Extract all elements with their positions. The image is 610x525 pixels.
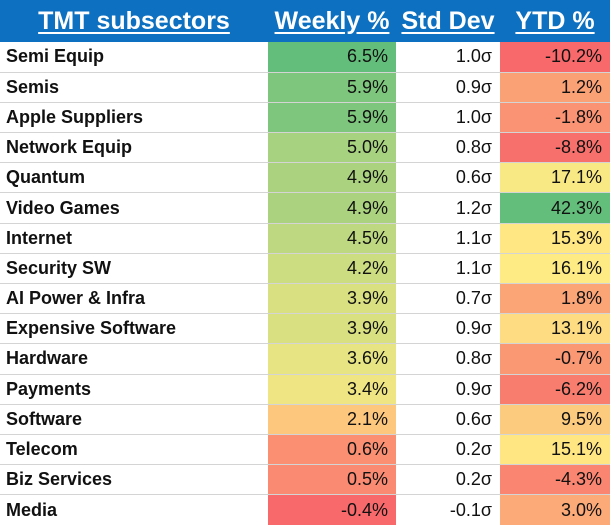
header-subsector: TMT subsectors	[0, 0, 268, 42]
header-weekly: Weekly %	[268, 0, 396, 42]
weekly-pct-cell: 6.5%	[268, 42, 396, 73]
weekly-pct-cell: 0.5%	[268, 464, 396, 496]
ytd-pct-cell: -10.2%	[500, 42, 610, 73]
subsector-name-cell: Software	[0, 404, 268, 435]
ytd-pct-cell: 15.3%	[500, 223, 610, 254]
table-row: Telecom 0.6% 0.2σ 15.1%	[0, 434, 610, 466]
table-body: Semi Equip 6.5% 1.0σ -10.2% Semis 5.9% 0.9σ 1.2…	[0, 42, 610, 525]
weekly-pct-cell: 0.6%	[268, 434, 396, 466]
table-row: Payments 3.4% 0.9σ -6.2%	[0, 374, 610, 405]
weekly-pct-cell: 3.9%	[268, 313, 396, 345]
table-row: Apple Suppliers 5.9% 1.0σ -1.8%	[0, 102, 610, 134]
std-dev-cell: 1.0σ	[396, 102, 500, 134]
weekly-pct-cell: 2.1%	[268, 404, 396, 435]
weekly-pct-cell: -0.4%	[268, 494, 396, 525]
subsector-name-cell: Network Equip	[0, 132, 268, 164]
weekly-pct-cell: 4.9%	[268, 162, 396, 194]
std-dev-cell: 0.2σ	[396, 464, 500, 496]
std-dev-cell: 0.7σ	[396, 283, 500, 315]
weekly-pct-cell: 3.9%	[268, 283, 396, 315]
weekly-pct-cell: 4.2%	[268, 253, 396, 285]
table-row: Semi Equip 6.5% 1.0σ -10.2%	[0, 42, 610, 73]
std-dev-cell: 0.8σ	[396, 132, 500, 164]
table-row: Media -0.4% -0.1σ 3.0%	[0, 494, 610, 525]
ytd-pct-cell: -0.7%	[500, 343, 610, 375]
subsector-name-cell: Security SW	[0, 253, 268, 285]
subsector-name-cell: Video Games	[0, 192, 268, 224]
ytd-pct-cell: 9.5%	[500, 404, 610, 435]
ytd-pct-cell: 3.0%	[500, 494, 610, 525]
subsector-name-cell: Expensive Software	[0, 313, 268, 345]
table-row: Biz Services 0.5% 0.2σ -4.3%	[0, 464, 610, 496]
std-dev-cell: 0.8σ	[396, 343, 500, 375]
subsector-name-cell: Telecom	[0, 434, 268, 466]
ytd-pct-cell: 13.1%	[500, 313, 610, 345]
weekly-pct-cell: 4.5%	[268, 223, 396, 254]
ytd-pct-cell: -1.8%	[500, 102, 610, 134]
weekly-pct-cell: 5.0%	[268, 132, 396, 164]
subsector-name-cell: Biz Services	[0, 464, 268, 496]
ytd-pct-cell: -8.8%	[500, 132, 610, 164]
ytd-pct-cell: 16.1%	[500, 253, 610, 285]
table-row: Expensive Software 3.9% 0.9σ 13.1%	[0, 313, 610, 345]
ytd-pct-cell: 42.3%	[500, 192, 610, 224]
subsector-name-cell: Internet	[0, 223, 268, 254]
table-row: Software 2.1% 0.6σ 9.5%	[0, 404, 610, 435]
ytd-pct-cell: 17.1%	[500, 162, 610, 194]
ytd-pct-cell: 15.1%	[500, 434, 610, 466]
subsector-name-cell: Payments	[0, 374, 268, 405]
std-dev-cell: 1.1σ	[396, 253, 500, 285]
subsector-name-cell: Semi Equip	[0, 42, 268, 73]
header-row: TMT subsectors Weekly % Std Dev YTD %	[0, 0, 610, 42]
weekly-pct-cell: 3.4%	[268, 374, 396, 405]
ytd-pct-cell: 1.8%	[500, 283, 610, 315]
header-ytd: YTD %	[500, 0, 610, 42]
table-row: Security SW 4.2% 1.1σ 16.1%	[0, 253, 610, 285]
weekly-pct-cell: 5.9%	[268, 102, 396, 134]
subsector-name-cell: Hardware	[0, 343, 268, 375]
ytd-pct-cell: -4.3%	[500, 464, 610, 496]
table-row: AI Power & Infra 3.9% 0.7σ 1.8%	[0, 283, 610, 315]
std-dev-cell: 0.6σ	[396, 404, 500, 435]
std-dev-cell: 0.6σ	[396, 162, 500, 194]
std-dev-cell: -0.1σ	[396, 494, 500, 525]
weekly-pct-cell: 4.9%	[268, 192, 396, 224]
subsector-name-cell: Semis	[0, 72, 268, 103]
weekly-pct-cell: 5.9%	[268, 72, 396, 103]
table-row: Video Games 4.9% 1.2σ 42.3%	[0, 192, 610, 224]
header-std-dev: Std Dev	[396, 0, 500, 42]
table-row: Network Equip 5.0% 0.8σ -8.8%	[0, 132, 610, 164]
std-dev-cell: 0.9σ	[396, 72, 500, 103]
table-row: Quantum 4.9% 0.6σ 17.1%	[0, 162, 610, 194]
std-dev-cell: 0.9σ	[396, 374, 500, 405]
std-dev-cell: 0.9σ	[396, 313, 500, 345]
weekly-pct-cell: 3.6%	[268, 343, 396, 375]
ytd-pct-cell: -6.2%	[500, 374, 610, 405]
std-dev-cell: 1.0σ	[396, 42, 500, 73]
table-row: Semis 5.9% 0.9σ 1.2%	[0, 72, 610, 103]
table-row: Internet 4.5% 1.1σ 15.3%	[0, 223, 610, 254]
subsector-name-cell: Apple Suppliers	[0, 102, 268, 134]
ytd-pct-cell: 1.2%	[500, 72, 610, 103]
std-dev-cell: 0.2σ	[396, 434, 500, 466]
subsector-name-cell: Media	[6, 499, 58, 520]
table-row: Hardware 3.6% 0.8σ -0.7%	[0, 343, 610, 375]
std-dev-cell: 1.1σ	[396, 223, 500, 254]
subsector-name-cell: Quantum	[0, 162, 268, 194]
std-dev-cell: 1.2σ	[396, 192, 500, 224]
subsector-name-cell: AI Power & Infra	[0, 283, 268, 315]
